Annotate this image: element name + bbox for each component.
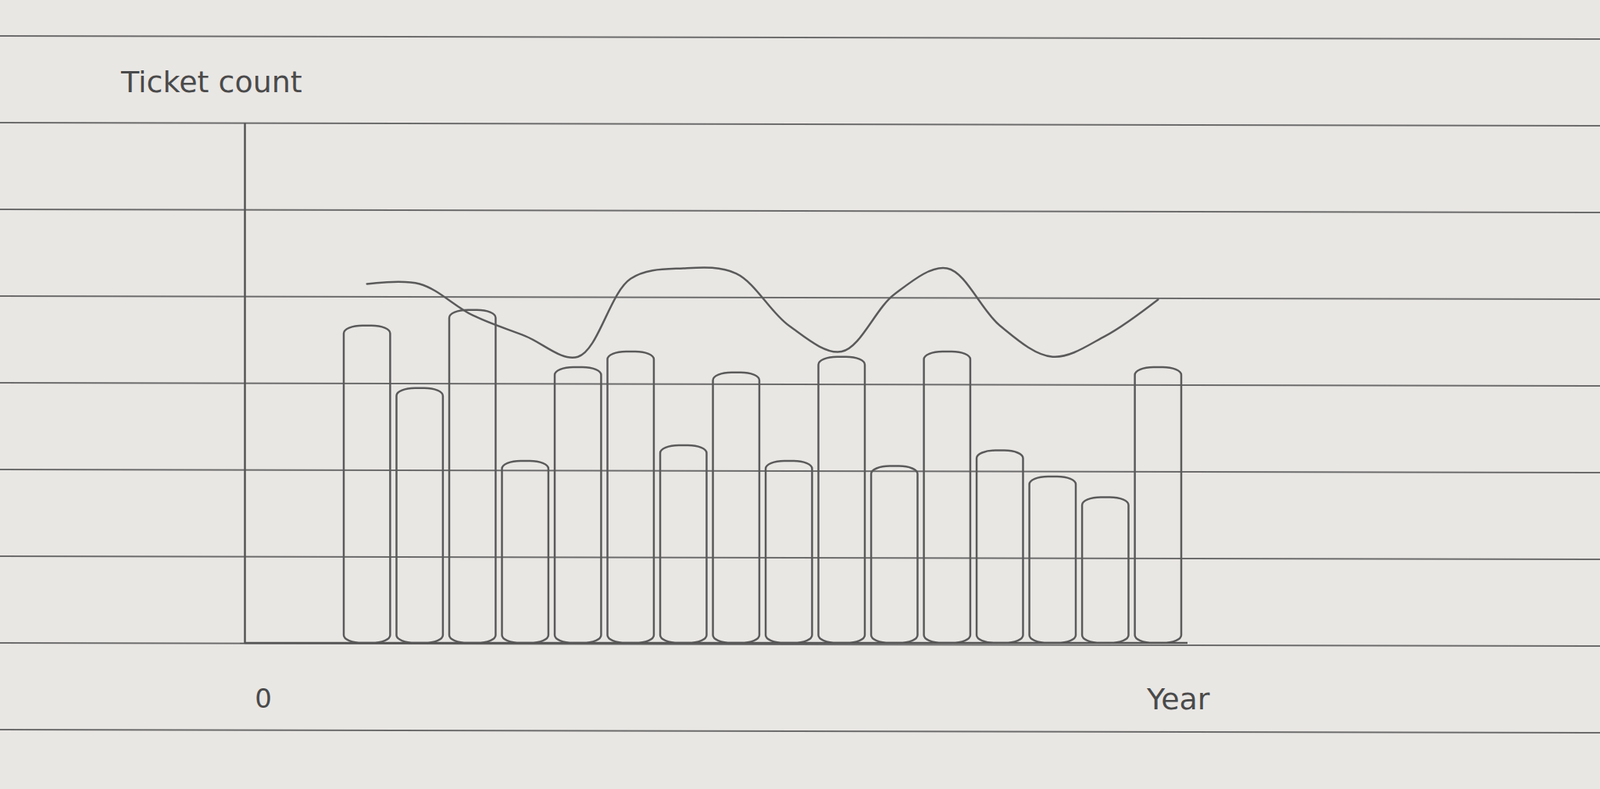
bar <box>765 460 812 643</box>
ruled-lines <box>0 35 1600 733</box>
y-axis: 0 <box>239 123 272 715</box>
y-tick: 0 <box>239 643 272 715</box>
line <box>367 267 1159 358</box>
ruled-line <box>0 642 1600 647</box>
x-axis <box>244 642 1188 644</box>
bar <box>818 357 865 643</box>
x-axis-line <box>244 642 1188 645</box>
ruled-line <box>0 35 1600 40</box>
ruled-line <box>0 209 1600 213</box>
bar <box>660 445 707 643</box>
ruled-line <box>0 556 1600 560</box>
ruled-line <box>0 469 1600 473</box>
ruled-line <box>0 382 1600 386</box>
y-tick-label: 0 <box>254 682 272 715</box>
chart-svg: 0 Ticket count Year <box>0 0 1600 789</box>
bar <box>449 310 496 643</box>
bar <box>502 460 549 643</box>
bar <box>1082 497 1129 643</box>
bar <box>871 466 918 643</box>
ruled-line <box>0 729 1600 733</box>
ruled-line <box>0 122 1600 126</box>
bar <box>343 325 390 643</box>
bar <box>1029 476 1076 643</box>
ruled-line <box>0 296 1600 300</box>
bar <box>713 372 760 643</box>
bar <box>554 367 601 643</box>
bar <box>1135 367 1182 643</box>
bar <box>396 388 443 643</box>
x-axis-title: Year <box>1146 682 1211 717</box>
y-axis-title: Ticket count <box>120 64 303 100</box>
bar <box>924 351 971 643</box>
plot-area <box>343 267 1182 643</box>
y-tick-mark <box>239 642 245 644</box>
y-axis-line <box>243 123 247 644</box>
bar <box>976 450 1023 643</box>
bar <box>607 351 654 643</box>
